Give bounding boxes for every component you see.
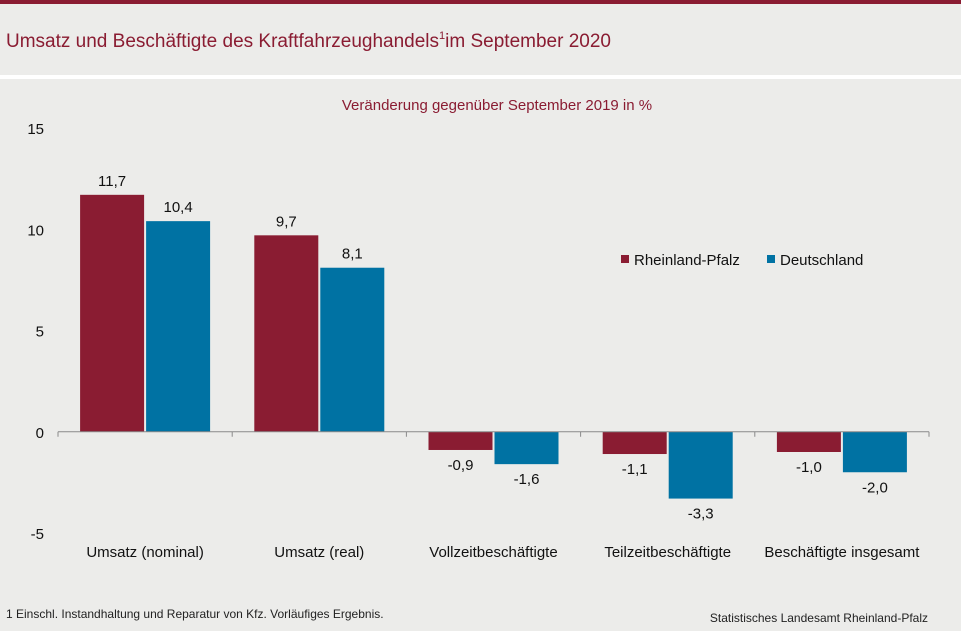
bar-deutschland — [668, 431, 733, 499]
legend-swatch-rheinland-pfalz — [621, 255, 629, 263]
data-label: -2,0 — [862, 479, 888, 496]
data-label: 9,7 — [276, 213, 297, 230]
data-label: -1,0 — [796, 459, 822, 476]
title-text: Umsatz und Beschäftigte des Kraftfahrzeu… — [6, 31, 440, 52]
footnote: 1 Einschl. Instandhaltung und Reparatur … — [6, 607, 384, 621]
title-footnote-marker: 1 — [439, 30, 446, 42]
data-label: 11,7 — [98, 173, 126, 190]
data-label: 8,1 — [342, 246, 363, 263]
legend-label: Deutschland — [780, 252, 863, 269]
y-tick-label: 10 — [27, 222, 44, 239]
bar-deutschland — [842, 431, 907, 473]
legend-swatch-deutschland — [767, 255, 775, 263]
data-label: -1,1 — [622, 461, 648, 478]
source-credit: Statistisches Landesamt Rheinland-Pfalz — [709, 611, 928, 625]
bar-rheinland-pfalz — [602, 431, 667, 455]
page-title: Umsatz und Beschäftigte des Kraftfahrzeu… — [6, 30, 611, 53]
top-accent-bar — [0, 0, 961, 4]
y-tick-label: 5 — [36, 324, 44, 341]
x-category-label: Umsatz (nominal) — [86, 544, 204, 561]
x-category-label: Teilzeitbeschäftigte — [604, 544, 731, 561]
x-category-label: Beschäftigte insgesamt — [764, 544, 920, 561]
x-category-label: Vollzeitbeschäftigte — [429, 544, 557, 561]
bar-rheinland-pfalz — [254, 235, 319, 432]
bar-deutschland — [494, 431, 559, 465]
y-tick-label: 15 — [27, 121, 44, 138]
title-divider — [0, 75, 961, 79]
title-suffix: im September 2020 — [445, 31, 611, 52]
bar-deutschland — [320, 267, 385, 432]
y-tick-label: -5 — [31, 526, 44, 543]
data-label: -0,9 — [448, 457, 474, 474]
chart-subtitle: Veränderung gegenüber September 2019 in … — [342, 97, 652, 114]
data-label: 10,4 — [163, 199, 192, 216]
y-tick-label: 0 — [36, 425, 44, 442]
bar-rheinland-pfalz — [428, 431, 493, 450]
legend-label: Rheinland-Pfalz — [634, 252, 740, 269]
bar-deutschland — [146, 221, 211, 432]
bar-rheinland-pfalz — [776, 431, 841, 452]
x-category-label: Umsatz (real) — [274, 544, 364, 561]
data-label: -3,3 — [688, 506, 714, 523]
data-label: -1,6 — [514, 471, 540, 488]
bar-rheinland-pfalz — [80, 194, 145, 432]
